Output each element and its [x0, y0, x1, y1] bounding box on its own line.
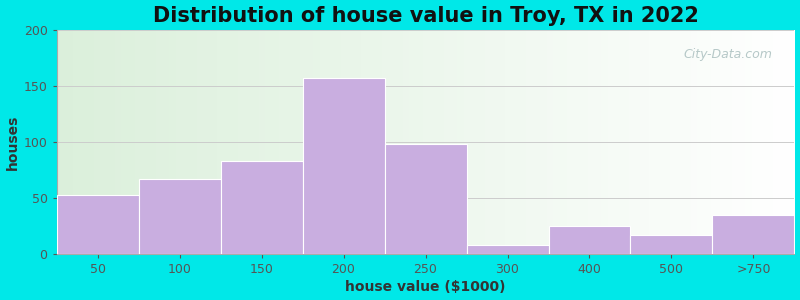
Bar: [138, 179, 221, 254]
Bar: [221, 161, 302, 254]
Bar: [549, 226, 630, 254]
Bar: [57, 195, 138, 254]
Bar: [385, 144, 466, 254]
Title: Distribution of house value in Troy, TX in 2022: Distribution of house value in Troy, TX …: [153, 6, 698, 26]
X-axis label: house value ($1000): house value ($1000): [346, 280, 506, 294]
Text: City-Data.com: City-Data.com: [683, 48, 772, 61]
Bar: [713, 215, 794, 254]
Bar: [302, 78, 385, 254]
Bar: [630, 235, 713, 254]
Bar: [466, 245, 549, 254]
Y-axis label: houses: houses: [6, 114, 19, 170]
